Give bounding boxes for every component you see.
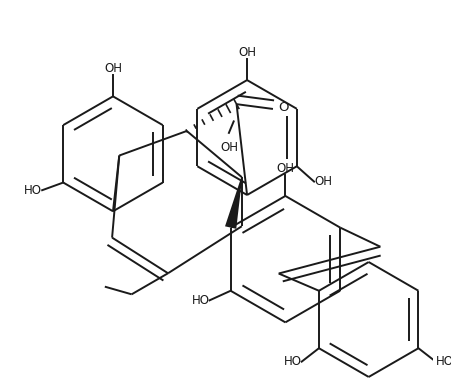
Polygon shape <box>225 177 242 229</box>
Text: OH: OH <box>238 46 256 59</box>
Text: OH: OH <box>276 162 294 175</box>
Text: OH: OH <box>219 140 237 154</box>
Text: O: O <box>278 101 289 113</box>
Text: HO: HO <box>435 355 451 368</box>
Text: OH: OH <box>104 62 122 75</box>
Text: HO: HO <box>24 184 42 197</box>
Text: HO: HO <box>191 294 209 307</box>
Text: HO: HO <box>283 355 301 368</box>
Text: OH: OH <box>313 175 331 188</box>
